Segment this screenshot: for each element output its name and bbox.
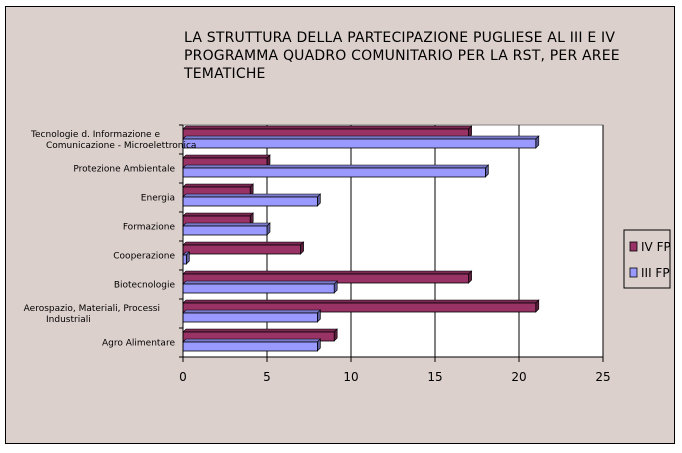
x-tick-label: 0 [179, 370, 187, 384]
x-tick-label: 10 [343, 370, 358, 384]
category-label: Formazione [123, 223, 176, 233]
category-labels: Tecnologie d. Informazione e Comunicazion… [24, 130, 197, 349]
legend-label: III FP [641, 266, 670, 280]
bar-iii-fp [182, 222, 271, 236]
bar-iii-fp [182, 280, 338, 294]
category-label: Tecnologie d. Informazione e Comunicazion… [30, 130, 196, 151]
legend-label: IV FP [641, 240, 671, 254]
category-label: Agro Alimentare [102, 339, 175, 349]
bar-iii-fp [182, 338, 322, 352]
legend-swatch [629, 241, 638, 252]
x-tick-label: 25 [595, 370, 610, 384]
bar-iii-fp [182, 193, 322, 207]
x-tick-label: 15 [427, 370, 442, 384]
category-label: Energia [141, 194, 175, 204]
chart-title: LA STRUTTURA DELLA PARTECIPAZIONE PUGLIE… [184, 30, 620, 82]
legend-swatch [629, 267, 638, 278]
category-label: Cooperazione [113, 252, 175, 262]
legend-box [623, 229, 671, 289]
bar-iii-fp [182, 309, 322, 323]
category-label: Protezione Ambientale [73, 165, 175, 175]
category-label: Aerospazio, Materiali, Processi Industria… [24, 304, 160, 325]
bar-iii-fp [182, 135, 540, 149]
bars [182, 125, 540, 352]
bar-iv-fp [182, 241, 305, 255]
legend: IV FP III FP [623, 229, 671, 289]
x-tick-label: 5 [263, 370, 271, 384]
category-label: Biotecnologie [114, 281, 176, 291]
x-axis: 0 5 10 15 20 25 [179, 124, 611, 384]
bar-iii-fp [182, 164, 490, 178]
x-tick-label: 20 [511, 370, 526, 384]
bar-iii-fp [182, 251, 191, 265]
